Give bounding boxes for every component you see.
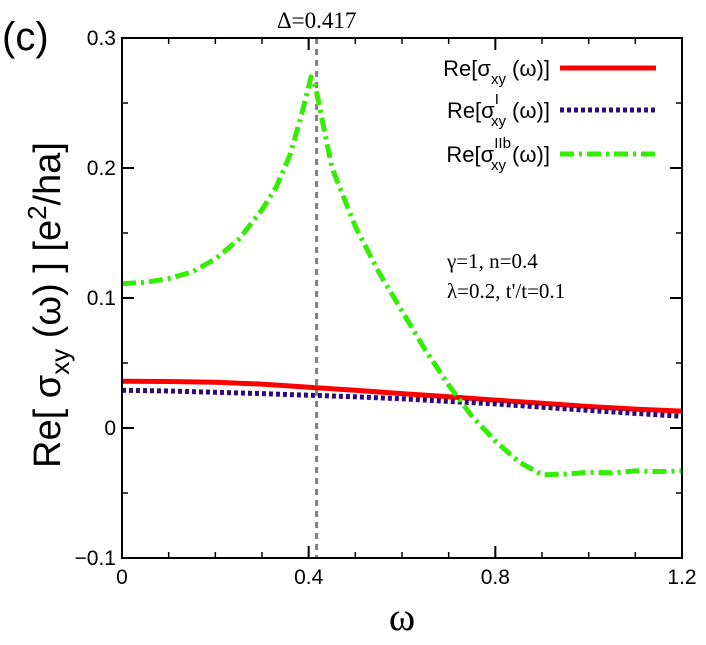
x-tick-label: 1.2 [667,566,696,589]
legend-label-pre: Re[σ [447,98,495,123]
legend-label-post: (ω)] [506,56,550,81]
parameter-annotation-2: λ=0.2, t'/t=0.1 [447,279,565,303]
x-tick-label: 0 [116,566,128,589]
y-tick-label: −0.1 [75,547,116,570]
legend-label-post: (ω)] [506,98,550,123]
y-axis-label: Re[ σxy (ω) ] [e2/ha] [22,142,75,468]
x-tick-label: 0.8 [481,566,510,589]
legend-label-pre: Re[σ [446,142,494,167]
series-line-1 [121,387,683,419]
series-lines [121,74,683,478]
tick-labels: 0 0.4 0.8 1.2−0.100.10.20.3 [75,27,697,589]
y-axis-label-post: /ha] [27,142,69,205]
y-tick-label: 0.3 [87,27,116,50]
y-axis-label-sub: xy [45,349,75,375]
legend-label-sub: xy [491,113,507,130]
delta-label: Δ=0.417 [277,8,357,33]
legend-label-0: Re[σxy (ω)] [443,56,550,88]
legend-label-2: Re[σIIb xy (ω)] [446,135,550,174]
x-axis-label: ω [389,594,415,639]
legend: Re[σxy (ω)]Re[σI xy (ω)]Re[σIIb xy (ω)] [443,56,656,174]
legend-label-pre: Re[σ [443,56,491,81]
series-line-0 [121,378,683,414]
y-axis-label-mid: (ω) ] [e [27,220,69,349]
panel-label: (c) [2,15,49,59]
series-line-2 [121,74,683,478]
legend-label-sup: I [495,91,499,108]
parameter-annotation-1: γ=1, n=0.4 [446,249,538,273]
y-tick-label: 0 [104,417,116,440]
plot-frame [121,37,683,559]
legend-label-sup: IIb [494,135,511,152]
legend-label-sub: xy [491,157,507,174]
legend-label-1: Re[σI xy (ω)] [447,91,550,130]
y-axis-label-pre: Re[ σ [27,375,69,468]
x-tick-label: 0.4 [294,566,324,589]
y-tick-label: 0.1 [87,287,116,310]
legend-label-sub: xy [491,71,507,88]
legend-label-post: (ω)] [506,142,550,167]
y-axis-label-sup: 2 [22,205,52,219]
y-tick-label: 0.2 [87,157,116,180]
